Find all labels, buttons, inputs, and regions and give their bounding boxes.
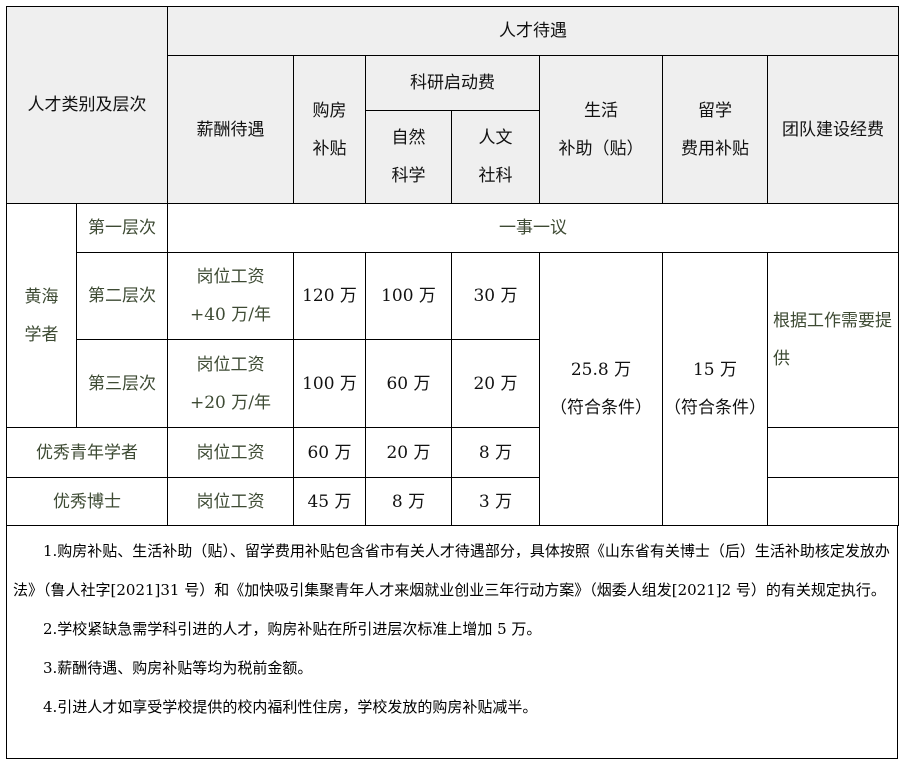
phd-natural: 8 万 xyxy=(365,477,452,526)
phd-label: 优秀博士 xyxy=(6,477,168,526)
level3-salary: 岗位工资 +20 万/年 xyxy=(167,339,294,428)
level2-humanities: 30 万 xyxy=(451,252,540,340)
youth-humanities: 8 万 xyxy=(451,427,540,478)
table-row: 第二层次 岗位工资 +40 万/年 120 万 100 万 30 万 25.8 万… xyxy=(7,252,900,526)
level3-salary-line1: 岗位工资 xyxy=(196,354,265,375)
living-condition: （符合条件） xyxy=(550,398,652,418)
header-humanities-line2: 社科 xyxy=(478,166,513,186)
note-1: 1.购房补贴、生活补助（贴）、留学费用补贴包含省市有关人才待遇部分，具体按照《山… xyxy=(13,542,890,599)
header-humanities: 人文 社科 xyxy=(451,110,540,204)
table-row: 第三层次 岗位工资 +20 万/年 100 万 60 万 20 万 xyxy=(7,339,899,428)
group-label-line1: 黄海 xyxy=(24,286,59,307)
abroad-amount: 15 万 xyxy=(692,360,738,380)
header-living-line1: 生活 xyxy=(584,100,618,121)
header-humanities-line1: 人文 xyxy=(478,128,513,148)
header-living-line2: 补助（贴） xyxy=(558,138,644,159)
youth-housing: 60 万 xyxy=(293,427,366,478)
header-treatment: 人才待遇 xyxy=(166,6,900,56)
youth-team xyxy=(766,427,900,478)
header-housing-line1: 购房 xyxy=(312,100,347,121)
header-housing-line2: 补贴 xyxy=(312,138,347,159)
abroad-value: 15 万 （符合条件） xyxy=(662,252,768,526)
header-abroad: 留学 费用补贴 xyxy=(662,55,768,204)
header-natural-line2: 科学 xyxy=(391,166,426,186)
header-living: 生活补助（贴） xyxy=(539,55,663,204)
level2-salary-line1: 岗位工资 xyxy=(196,267,265,287)
note-4: 4.引进人才如享受学校提供的校内福利性住房，学校发放的购房补贴减半。 xyxy=(43,698,538,716)
level1-label: 第一层次 xyxy=(76,203,168,253)
level3-housing: 100 万 xyxy=(293,339,366,428)
note-3: 3.薪酬待遇、购房补贴等均为税前金额。 xyxy=(43,659,313,677)
header-housing: 购房 补贴 xyxy=(293,55,366,204)
header-abroad-line1: 留学 xyxy=(698,100,732,121)
header-team: 团队建设经费 xyxy=(766,55,900,204)
abroad-condition: （符合条件） xyxy=(664,398,766,418)
group-label: 黄海 学者 xyxy=(6,203,77,428)
team-value: 根据工作需要提供 xyxy=(766,252,900,428)
youth-natural: 20 万 xyxy=(365,427,452,478)
level2-natural: 100 万 xyxy=(365,252,452,340)
level1-value: 一事一议 xyxy=(166,203,900,253)
group-label-line2: 学者 xyxy=(24,324,59,345)
level3-natural: 60 万 xyxy=(365,339,452,428)
header-natural-line1: 自然 xyxy=(391,128,426,148)
level3-salary-line2: +20 万/年 xyxy=(189,392,271,413)
level2-label: 第二层次 xyxy=(76,252,168,340)
phd-housing: 45 万 xyxy=(293,477,366,526)
header-abroad-line2: 费用补贴 xyxy=(681,138,749,159)
living-value: 25.8 万 （符合条件） xyxy=(539,252,663,526)
note-2: 2.学校紧缺急需学科引进的人才，购房补贴在所引进层次标准上增加 5 万。 xyxy=(43,620,542,638)
level2-housing: 120 万 xyxy=(293,252,366,340)
phd-team xyxy=(766,477,900,526)
table-row: 优秀青年学者 岗位工资 60 万 20 万 8 万 xyxy=(6,427,900,478)
header-natural: 自然 科学 xyxy=(365,110,452,204)
phd-salary: 岗位工资 xyxy=(167,477,294,526)
level3-humanities: 20 万 xyxy=(451,339,540,428)
living-amount: 25.8 万 xyxy=(570,360,632,380)
level2-salary-line2: +40 万/年 xyxy=(189,305,271,325)
table-row: 黄海学者 第一层次 一事一议 xyxy=(6,203,900,428)
table-row: 优秀博士 岗位工资 45 万 8 万 3 万 xyxy=(6,477,900,526)
youth-salary: 岗位工资 xyxy=(167,427,294,478)
header-research: 科研启动费 xyxy=(365,55,540,111)
talent-treatment-document: 人才类别及层次 人才待遇 薪酬待遇 购房补贴 科研启动费 生活补助（贴） 留学费… xyxy=(6,6,900,759)
notes: 1.购房补贴、生活补助（贴）、留学费用补贴包含省市有关人才待遇部分，具体按照《山… xyxy=(6,526,898,759)
header-salary: 薪酬待遇 xyxy=(167,55,294,204)
youth-label: 优秀青年学者 xyxy=(6,427,168,478)
level3-label: 第三层次 xyxy=(76,339,168,428)
treatment-table: 人才类别及层次 人才待遇 薪酬待遇 购房补贴 科研启动费 生活补助（贴） 留学费… xyxy=(6,6,900,526)
phd-humanities: 3 万 xyxy=(451,477,540,526)
level2-salary: 岗位工资 +40 万/年 xyxy=(167,252,294,340)
header-category: 人才类别及层次 xyxy=(6,6,168,204)
